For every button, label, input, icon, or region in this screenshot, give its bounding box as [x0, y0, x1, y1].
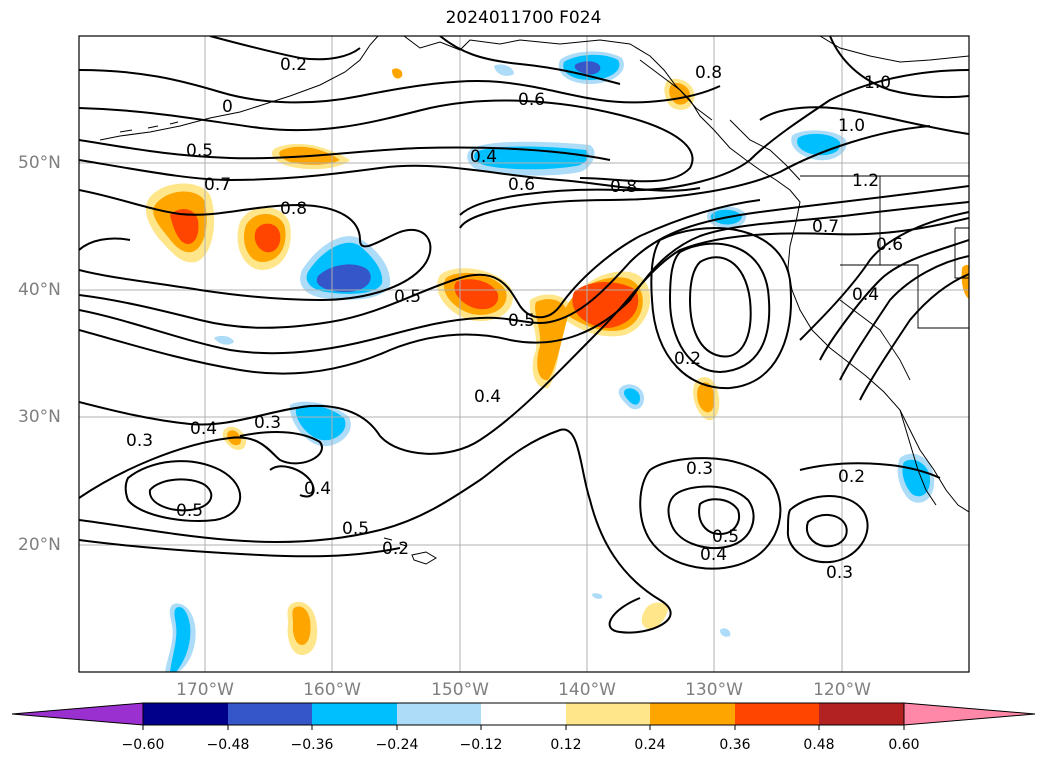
lat-label: 20°N — [18, 535, 61, 555]
contour-label: 0.7 — [812, 217, 839, 237]
colorbar-bin — [650, 703, 735, 725]
contour-label: 1.2 — [852, 171, 879, 191]
positive-anomaly-patch — [572, 282, 639, 328]
positive-anomaly-patch — [454, 279, 499, 310]
colorbar-tick-label: 0.24 — [634, 737, 666, 753]
contour-label: 0.7 — [204, 175, 231, 195]
negative-anomaly-patch — [316, 264, 371, 292]
contour-label: 0.6 — [508, 175, 535, 195]
contour-label: 0.2 — [838, 467, 865, 487]
contour-label: 0.4 — [700, 545, 727, 565]
contour-label: 0.3 — [686, 459, 713, 479]
lat-label: 50°N — [18, 153, 61, 173]
negative-anomaly-patch — [592, 593, 603, 599]
contour-lines — [79, 36, 969, 634]
negative-anomaly-patch — [295, 405, 346, 441]
contour-label: 0.4 — [470, 147, 497, 167]
colorbar-extend-high — [903, 702, 1036, 726]
contour-label: 0.3 — [254, 413, 281, 433]
contour-label: 0.5 — [394, 287, 421, 307]
positive-anomaly-patch — [292, 606, 311, 645]
colorbar-bin — [312, 703, 397, 725]
lon-label: 130°W — [685, 680, 743, 700]
contour-label: 0.5 — [342, 519, 369, 539]
positive-anomaly-patch — [392, 68, 403, 79]
contour-label: 1.0 — [864, 73, 891, 93]
plot-frame — [78, 35, 970, 673]
colorbar-tick-label: −0.48 — [206, 737, 250, 753]
contour-label: 0.6 — [518, 90, 545, 110]
colorbar — [11, 702, 1036, 730]
lon-label: 120°W — [813, 680, 871, 700]
colorbar-bin — [397, 703, 481, 725]
contour-label: 0.8 — [610, 177, 637, 197]
coastlines — [99, 36, 969, 565]
colorbar-bin — [481, 703, 566, 725]
lat-label: 40°N — [18, 280, 61, 300]
contour-label: 0.6 — [876, 235, 903, 255]
contour-label: 0.8 — [280, 199, 307, 219]
colorbar-tick-label: −0.24 — [375, 737, 419, 753]
contour-labels: 0.2 0.6 0.8 1.0 0 0.5 0.4 1.0 0.7 0.6 0.… — [126, 55, 903, 583]
contour-label: 0.8 — [695, 63, 722, 83]
contour-label: 0.2 — [674, 349, 701, 369]
contour-label: 0.5 — [186, 141, 213, 161]
contour-label: 0.4 — [852, 285, 879, 305]
negative-anomaly-patch — [494, 64, 514, 76]
lon-label: 150°W — [431, 680, 489, 700]
colorbar-tick-label: 0.48 — [803, 737, 835, 753]
colorbar-frame — [142, 702, 905, 726]
lon-label: 140°W — [558, 680, 616, 700]
negative-anomaly-patch — [574, 61, 601, 75]
negative-anomaly-patch — [623, 388, 640, 405]
positive-anomaly-patch — [697, 382, 715, 413]
colorbar-bin — [143, 703, 228, 725]
colorbar-bin — [819, 703, 904, 725]
colorbar-tick-label: 0.12 — [550, 737, 582, 753]
negative-anomaly-patch — [214, 335, 234, 345]
contour-label: 0.4 — [190, 419, 217, 439]
contour-label: 0.4 — [304, 479, 331, 499]
negative-anomaly-patch — [170, 606, 191, 672]
positive-anomaly-patch — [961, 264, 969, 299]
political-borders — [800, 175, 969, 381]
contour-label: 0.2 — [382, 539, 409, 559]
contour-label: 1.0 — [838, 116, 865, 136]
contour-label: 0.4 — [474, 387, 501, 407]
contour-label: 0.5 — [712, 527, 739, 547]
negative-anomaly-patch — [720, 628, 731, 637]
colorbar-bin — [735, 703, 819, 725]
colorbar-bin — [566, 703, 650, 725]
positive-anomaly-patch — [254, 223, 281, 253]
positive-anomaly-patch — [170, 208, 199, 244]
map-title: 2024011700 F024 — [445, 8, 602, 28]
colorbar-tick-label: −0.60 — [121, 737, 165, 753]
colorbar-tick-label: −0.12 — [459, 737, 503, 753]
colorbar-bin — [228, 703, 312, 725]
colorbar-tick-label: 0.60 — [888, 737, 920, 753]
lat-label: 30°N — [18, 407, 61, 427]
contour-label: 0.5 — [176, 501, 203, 521]
colorbar-ticks — [142, 725, 905, 730]
contour-label: 0 — [222, 97, 233, 117]
colorbar-tick-label: 0.36 — [719, 737, 751, 753]
lon-label: 160°W — [303, 680, 361, 700]
contour-label: 0.3 — [126, 431, 153, 451]
contour-label: 0.3 — [826, 563, 853, 583]
contour-label: 0.5 — [508, 311, 535, 331]
positive-anomaly-patch — [641, 602, 668, 629]
contour-label: 0.2 — [280, 55, 307, 75]
colorbar-tick-label: −0.36 — [290, 737, 334, 753]
colorbar-extend-low — [11, 702, 144, 726]
lon-label: 170°W — [176, 680, 234, 700]
